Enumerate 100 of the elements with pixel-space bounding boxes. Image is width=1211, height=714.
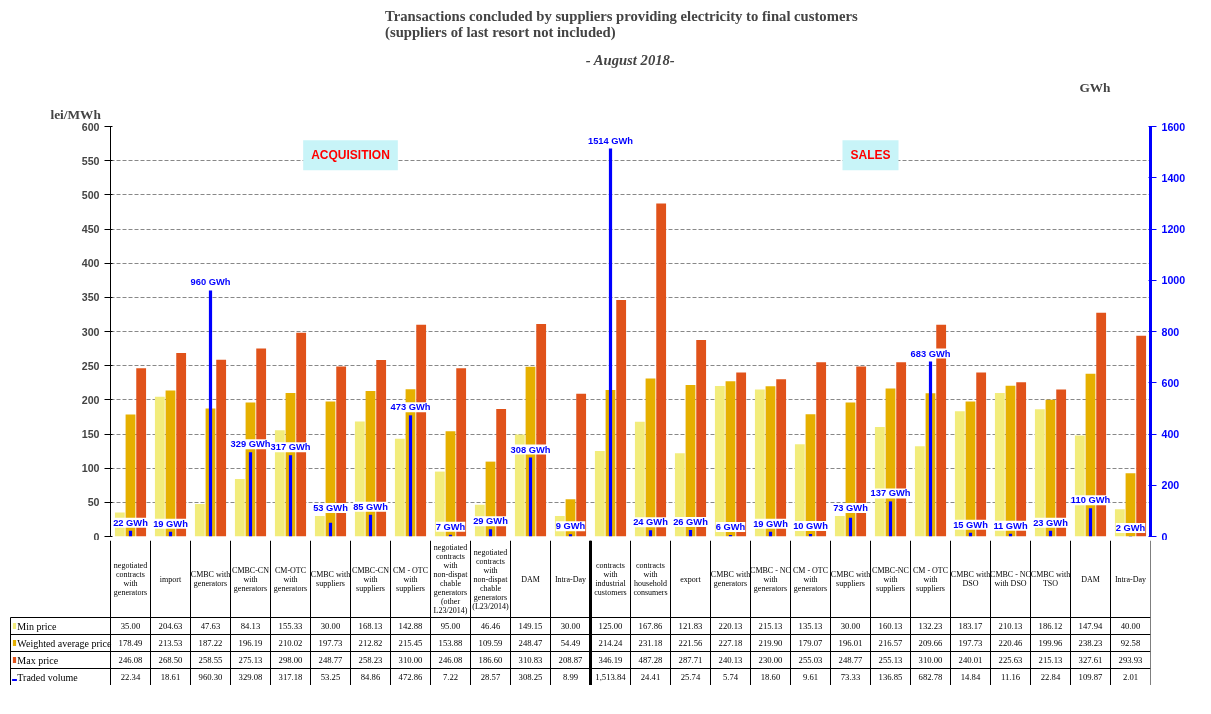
x-tick-label: CMBC-CN with generators [232, 565, 270, 593]
bar [634, 421, 645, 537]
data-label: 215.13 [1038, 655, 1063, 665]
data-label: 209.66 [918, 638, 944, 648]
data-label: 208.87 [558, 655, 584, 665]
y2-tick-label: 800 [1161, 325, 1180, 338]
data-label: 227.18 [718, 638, 743, 648]
data-label: 1,513.84 [595, 672, 627, 682]
annotation: 9 GWh [555, 521, 586, 532]
bar [834, 516, 845, 537]
y-tick-label: 150 [81, 428, 100, 440]
data-label: 197.73 [958, 638, 983, 648]
data-label: 142.88 [398, 621, 423, 631]
data-label: 287.71 [678, 655, 703, 665]
data-label: 196.01 [838, 638, 863, 648]
bar [248, 452, 253, 537]
annotation: 137 GWh [870, 488, 911, 499]
data-label: 196.19 [238, 638, 263, 648]
data-label: 30.00 [320, 621, 341, 631]
bar [234, 479, 245, 537]
bar [528, 457, 533, 537]
annotation: 6 GWh [715, 522, 746, 533]
data-label: 153.88 [438, 638, 463, 648]
annotation: 317 GWh [270, 442, 311, 453]
data-label: 220.46 [998, 638, 1024, 648]
data-label: 329.08 [238, 672, 263, 682]
x-tick-label: CM - OTC with suppliers [392, 565, 429, 593]
y2-axis-title: GWh [1079, 79, 1112, 95]
x-tick-label: CM - OTC with suppliers [912, 565, 949, 593]
bar [154, 396, 165, 537]
legend-label: Min price [17, 620, 58, 632]
annotation: 19 GWh [153, 518, 189, 529]
chart-title: Transactions concluded by suppliers providing electricity to final customers (suppliers of last resort not included) [385, 7, 858, 41]
data-label: 216.57 [878, 638, 904, 648]
data-label: 199.96 [1038, 638, 1064, 648]
data-label: 46.46 [480, 621, 501, 631]
x-tick-label: CMBC with suppliers [830, 570, 871, 588]
bar [194, 503, 205, 537]
bar [368, 514, 373, 537]
y-tick-label: 500 [81, 188, 100, 201]
bar [616, 299, 627, 537]
data-label: 255.03 [798, 655, 823, 665]
annotation: 1514 GWh [587, 135, 634, 146]
data-label: 11.16 [1000, 672, 1021, 682]
x-tick-label: CM - OTC with generators [792, 565, 829, 593]
y-tick-label: 300 [81, 325, 100, 338]
data-label: 310.00 [918, 655, 943, 665]
data-label: 84.13 [240, 621, 261, 631]
data-label: 248.47 [518, 638, 544, 648]
annotation: 85 GWh [353, 501, 389, 512]
data-label: 30.00 [560, 621, 581, 631]
x-tick-label: Intra-Day [554, 574, 587, 584]
data-label: 210.02 [278, 638, 303, 648]
bar [888, 501, 893, 537]
y2-tick-label: 1400 [1161, 171, 1186, 184]
bar [216, 359, 227, 537]
data-label: 25.74 [680, 672, 701, 682]
x-tick-label: DAM [521, 574, 540, 584]
data-label: 18.61 [160, 672, 181, 682]
annotation: 15 GWh [953, 519, 989, 530]
y2-tick-label: 200 [1161, 479, 1180, 492]
bar [354, 421, 365, 537]
y2-tick-label: 400 [1161, 428, 1180, 440]
data-label: 92.58 [1120, 638, 1141, 648]
data-label: 30.00 [840, 621, 861, 631]
data-label: 310.00 [398, 655, 423, 665]
data-label: 14.84 [960, 672, 981, 682]
data-label: 9.61 [802, 672, 819, 682]
data-label: 215.13 [758, 621, 783, 631]
data-label: 258.55 [198, 655, 223, 665]
bar [994, 392, 1005, 537]
x-tick-label: import [159, 574, 182, 584]
annotation: 960 GWh [190, 277, 231, 288]
annotation: 473 GWh [390, 402, 431, 413]
annotation: 7 GWh [435, 521, 466, 532]
x-tick-label: CMBC-NC with suppliers [872, 565, 909, 593]
x-tick-label: DAM [1081, 574, 1100, 584]
data-label: 47.63 [200, 621, 221, 631]
x-tick-label: contracts with industrial customers [594, 561, 627, 597]
data-label: 230.00 [758, 655, 783, 665]
bar [1034, 409, 1045, 537]
annotation: 329 GWh [230, 439, 271, 450]
data-label: 7.22 [442, 672, 459, 682]
x-tick-label: negotiated contracts with generators [113, 561, 148, 597]
x-tick-label: contracts with household consumers [633, 561, 668, 597]
annotation: 2 GWh [1115, 522, 1146, 533]
data-label: 22.34 [120, 672, 141, 682]
annotation: SALES [850, 148, 891, 163]
annotation: 73 GWh [833, 503, 869, 513]
y2-tick-label: 1000 [1161, 274, 1186, 287]
bar [848, 517, 853, 537]
y-tick-label: 550 [81, 154, 100, 167]
x-tick-label: CMBC with TSO [1030, 570, 1071, 588]
y-tick-label: 250 [81, 359, 100, 372]
annotation: 26 GWh [673, 516, 709, 527]
y-tick-label: 400 [81, 257, 100, 270]
data-label: 204.63 [158, 621, 183, 631]
annotation: 24 GWh [633, 517, 669, 528]
data-label: 246.08 [118, 655, 143, 665]
data-label: 472.86 [398, 672, 424, 682]
